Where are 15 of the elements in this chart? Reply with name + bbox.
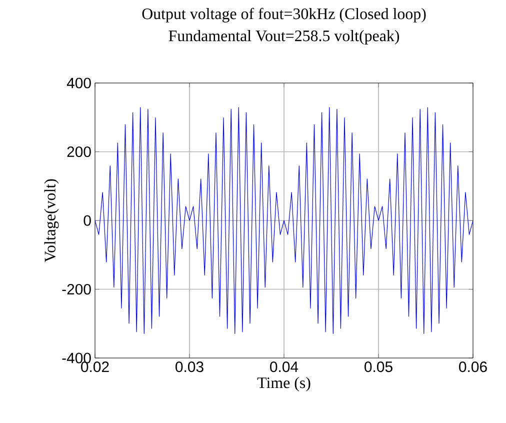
x-tick-label: 0.05	[364, 362, 392, 372]
y-tick-label: -200	[62, 284, 91, 295]
y-axis-title: Voltage(volt)	[44, 179, 59, 262]
x-tick-label: 0.04	[270, 362, 298, 372]
x-tick-label: 0.02	[81, 362, 109, 372]
line-series	[95, 107, 474, 334]
x-tick-label: 0.06	[459, 362, 487, 372]
x-tick-label: 0.03	[176, 362, 204, 372]
chart-subtitle: Fundamental Vout=258.5 volt(peak)	[168, 30, 400, 44]
chart-title: Output voltage of fout=30kHz (Closed loop)	[142, 8, 426, 22]
x-axis-title: Time (s)	[257, 376, 310, 392]
y-tick-label: 200	[67, 146, 91, 158]
y-tick-label: 0	[84, 215, 91, 226]
y-tick-label: -400	[62, 352, 91, 364]
y-tick-label: 400	[66, 78, 91, 88]
